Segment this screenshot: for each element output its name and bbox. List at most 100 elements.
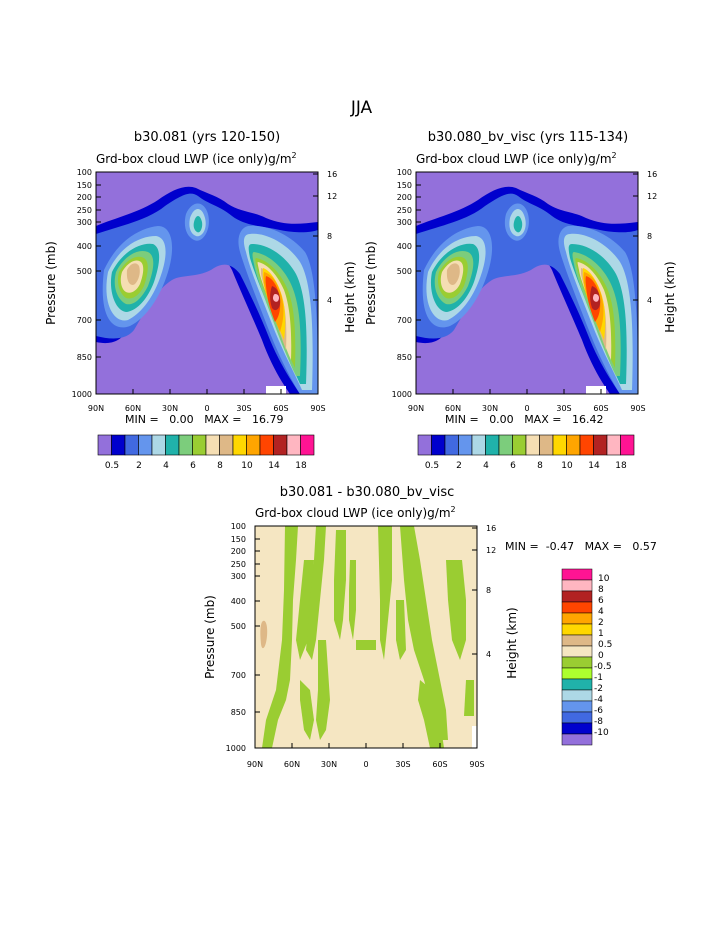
y2tick-4: 4 xyxy=(647,296,652,305)
panel1-subtitle: Grd-box cloud LWP (ice only)g/m2 xyxy=(96,151,297,166)
panel3-green-3 xyxy=(306,526,326,660)
xtick-30n: 30N xyxy=(321,760,337,769)
panel3-subtitle: Grd-box cloud LWP (ice only)g/m2 xyxy=(255,505,456,520)
ytick-100: 100 xyxy=(77,168,92,177)
ytick-850: 850 xyxy=(231,708,246,717)
cb1-swatch xyxy=(138,434,153,456)
cb1-swatch xyxy=(178,434,193,456)
panel3-colorbar: 10 8 6 4 2 1 0.5 0 -0.5 -1 -2 -4 -6 -8 -… xyxy=(561,568,612,746)
ytick-300: 300 xyxy=(231,572,246,581)
cb2-swatch xyxy=(471,434,486,456)
xtick-60s: 60S xyxy=(273,404,288,413)
ytick-850: 850 xyxy=(397,353,412,362)
cb3-label-10: -2 xyxy=(594,684,603,694)
panel1-min-label: MIN = xyxy=(125,413,159,426)
ytick-400: 400 xyxy=(77,242,92,251)
ytick-100: 100 xyxy=(397,168,412,177)
ytick-700: 700 xyxy=(231,671,246,680)
panel2-minmax: MIN = 0.00 MAX = 16.42 xyxy=(445,413,603,426)
xtick-0: 0 xyxy=(204,404,209,413)
cb1-label-2: 4 xyxy=(163,461,169,471)
panel3-units: g/m xyxy=(427,506,451,520)
cb1-swatch xyxy=(111,434,126,456)
panel2-missing-patch xyxy=(586,386,606,394)
y2tick-12: 12 xyxy=(327,192,337,201)
panel2-min-value: 0.00 xyxy=(489,413,514,426)
cb3-label-12: -6 xyxy=(594,706,603,716)
xtick-60s: 60S xyxy=(593,404,608,413)
panel2-variable: Grd-box cloud LWP (ice only) xyxy=(416,152,589,166)
panel3-missing-patch xyxy=(472,726,477,748)
panel3-green-7 xyxy=(356,640,376,650)
cb1-label-3: 6 xyxy=(190,461,196,471)
y2tick-8: 8 xyxy=(327,232,332,241)
panel3-max-label: MAX = xyxy=(584,540,622,553)
panel3-green-12 xyxy=(464,680,474,716)
xtick-60n: 60N xyxy=(125,404,141,413)
panel1-max-label: MAX = xyxy=(204,413,242,426)
cb2-swatch xyxy=(539,434,554,456)
panel2-max-label: MAX = xyxy=(524,413,562,426)
ytick-250: 250 xyxy=(397,206,412,215)
cb2-label-3: 6 xyxy=(510,461,516,471)
cb3-swatch xyxy=(561,656,593,669)
xtick-90s: 90S xyxy=(310,404,325,413)
cb2-label-4: 8 xyxy=(537,461,543,471)
xtick-30s: 30S xyxy=(236,404,251,413)
ytick-1000: 1000 xyxy=(226,744,246,753)
panel3-green-9 xyxy=(400,526,448,740)
cb1-swatch xyxy=(246,434,261,456)
cb3-label-0: 10 xyxy=(598,574,610,584)
cb3-swatch xyxy=(561,623,593,636)
panel1-y2label: Height (km) xyxy=(343,261,357,333)
panel2-title: b30.080_bv_visc (yrs 115-134) xyxy=(427,130,629,145)
panel3-green-4 xyxy=(316,640,330,740)
panel3-colorbar-labels: 10 8 6 4 2 1 0.5 0 -0.5 -1 -2 -4 -6 -8 -… xyxy=(594,574,612,738)
cb1-swatch xyxy=(273,434,288,456)
panel3-green-8 xyxy=(378,526,392,660)
cb2-label-2: 4 xyxy=(483,461,489,471)
panel1-plot: 100 150 200 250 300 400 500 700 850 1000… xyxy=(44,168,337,413)
cb3-swatch xyxy=(561,579,593,592)
panel2-units-exp: 2 xyxy=(611,151,617,160)
panel3-min-value: -0.47 xyxy=(545,540,575,553)
cb1-swatch xyxy=(205,434,220,456)
panel2-y2label: Height (km) xyxy=(663,261,677,333)
cb3-label-14: -10 xyxy=(594,728,609,738)
y2tick-4: 4 xyxy=(327,296,332,305)
panel3-min-label: MIN = xyxy=(505,540,539,553)
cb1-swatch xyxy=(192,434,207,456)
panel1-max-value: 16.79 xyxy=(251,413,284,426)
ytick-1000: 1000 xyxy=(392,390,412,399)
y2tick-8: 8 xyxy=(647,232,652,241)
cb3-label-1: 8 xyxy=(598,585,604,595)
y2tick-4: 4 xyxy=(486,650,491,659)
ytick-1000: 1000 xyxy=(72,390,92,399)
panel2-y2-labels: 16 12 8 4 xyxy=(647,170,657,305)
cb1-label-4: 8 xyxy=(217,461,223,471)
cb1-swatch xyxy=(232,434,247,456)
panel3-green-1 xyxy=(262,526,298,748)
xtick-30s: 30S xyxy=(395,760,410,769)
cb3-swatch xyxy=(561,590,593,603)
xtick-60s: 60S xyxy=(432,760,447,769)
cb1-label-6: 14 xyxy=(268,461,280,471)
panel2-colorbar: 0.5 2 4 6 8 10 14 18 xyxy=(417,434,635,471)
cb2-swatch xyxy=(431,434,446,456)
cb1-swatch xyxy=(165,434,180,456)
ytick-700: 700 xyxy=(397,316,412,325)
panel2-units: g/m xyxy=(588,152,612,166)
cb2-swatch xyxy=(444,434,459,456)
cb3-label-7: 0 xyxy=(598,651,604,661)
cb3-swatch xyxy=(561,612,593,625)
panel2-y2-ticks xyxy=(633,173,638,301)
panel3-y-ticks xyxy=(255,525,260,749)
panel3-green-2 xyxy=(296,560,314,660)
panel1-variable: Grd-box cloud LWP (ice only) xyxy=(96,152,269,166)
cb2-swatch xyxy=(417,434,432,456)
cb3-swatch xyxy=(561,689,593,702)
xtick-60n: 60N xyxy=(445,404,461,413)
cb3-swatch xyxy=(561,645,593,658)
panel1-x-ticks xyxy=(95,389,319,394)
cb1-swatch xyxy=(97,434,112,456)
